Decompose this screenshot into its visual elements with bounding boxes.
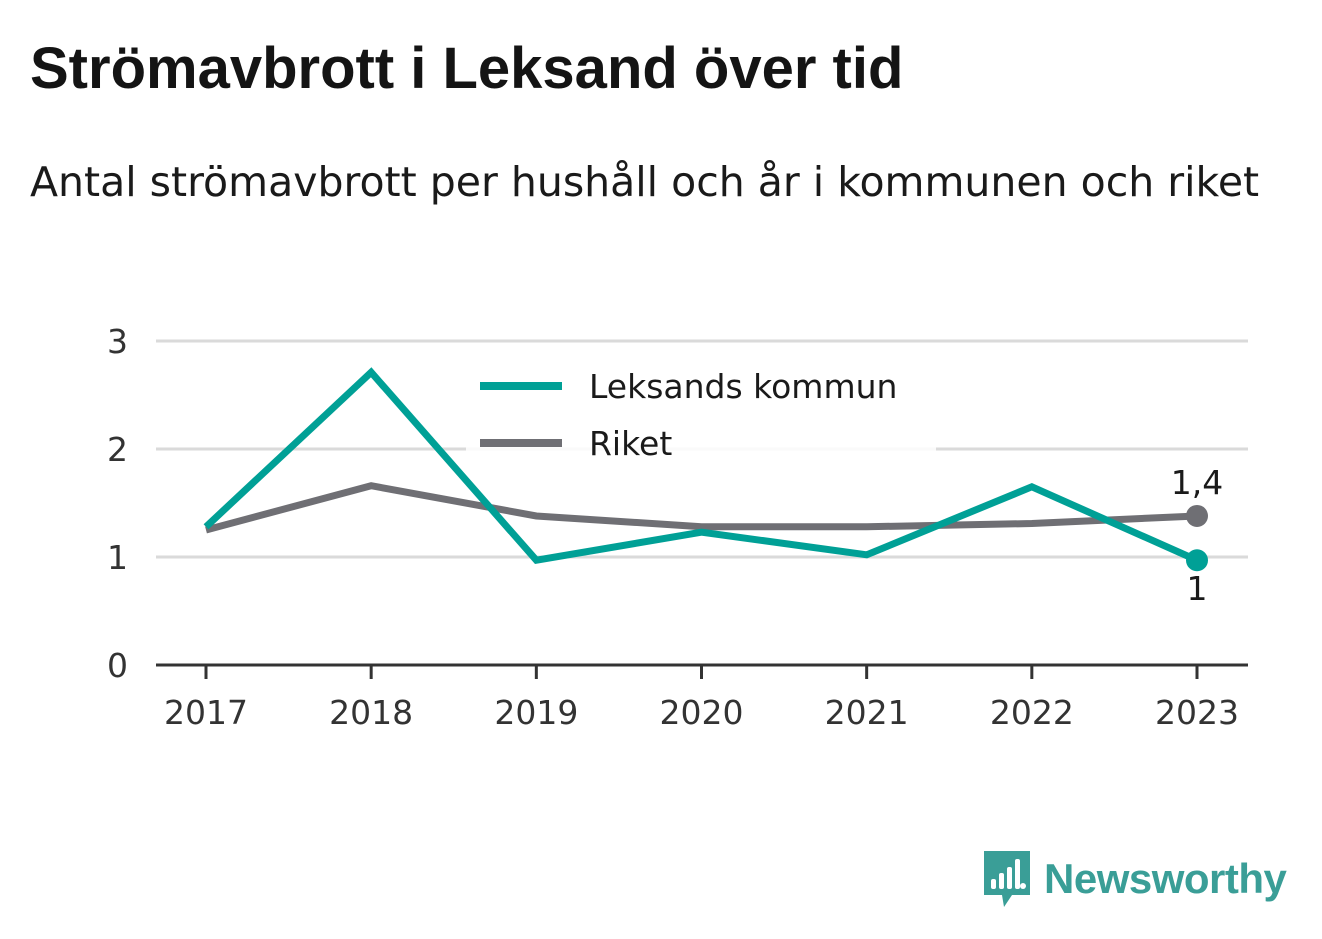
- chart-title: Strömavbrott i Leksand över tid: [30, 36, 904, 101]
- end-labels: 1,41: [1171, 463, 1223, 608]
- series-end-point: [1186, 504, 1208, 527]
- y-tick-label: 1: [107, 538, 128, 577]
- legend: Leksands kommun Riket: [466, 360, 936, 468]
- x-tick-label: 2021: [825, 693, 909, 732]
- brand-name: Newsworthy: [1044, 855, 1287, 902]
- newsworthy-logo: Newsworthy: [982, 848, 1287, 910]
- y-tick-label: 2: [107, 430, 128, 469]
- y-tick-label: 0: [107, 646, 128, 685]
- series-lines: [203, 367, 1208, 572]
- x-tick-label: 2017: [164, 693, 248, 732]
- end-value-label: 1,4: [1171, 463, 1223, 502]
- end-value-label: 1: [1187, 569, 1208, 608]
- axes: 0 1 2 3 2017 2018 2019 2020 2021 2022 2023: [107, 322, 1248, 732]
- chart-subtitle: Antal strömavbrott per hushåll och år i …: [30, 158, 1260, 206]
- x-tick-label: 2022: [990, 693, 1074, 732]
- legend-background: [466, 360, 936, 468]
- y-tick-label: 3: [107, 322, 128, 361]
- x-tick-label: 2018: [329, 693, 413, 732]
- series-line: [203, 367, 1199, 565]
- legend-label: Leksands kommun: [589, 367, 897, 406]
- x-tick-label: 2023: [1155, 693, 1239, 732]
- x-tick-label: 2020: [660, 693, 744, 732]
- legend-label: Riket: [589, 424, 672, 463]
- series-end-point: [1186, 549, 1208, 572]
- x-tick-label: 2019: [494, 693, 578, 732]
- newsworthy-chart-icon: [984, 851, 1030, 907]
- series-line: [205, 482, 1198, 534]
